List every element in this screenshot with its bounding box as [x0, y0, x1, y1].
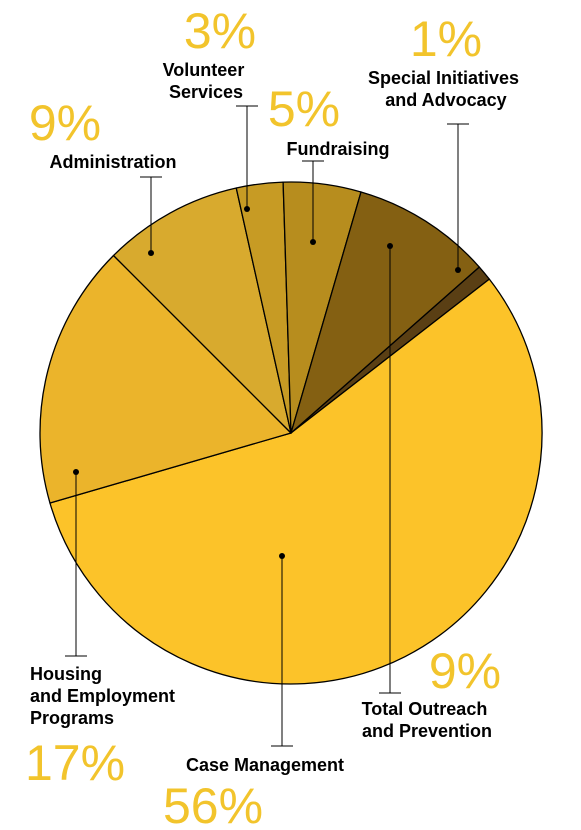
pie-slice-total-outreach — [290, 191, 480, 434]
leader-dot-fundraising — [310, 239, 316, 245]
pct-label-case-management: 56% — [163, 778, 263, 830]
label-housing: Housing and Employment Programs — [30, 664, 180, 728]
label-administration: Administration — [49, 152, 176, 172]
pct-label-total-outreach: 9% — [429, 643, 501, 699]
leader-dot-special-initiatives — [455, 267, 461, 273]
leader-lines — [65, 105, 469, 747]
leader-dot-case-management — [279, 553, 285, 559]
label-case-management: Case Management — [186, 755, 344, 775]
pie-slice-case-management — [49, 278, 543, 685]
leader-dot-housing — [73, 469, 79, 475]
pie-slices — [39, 181, 543, 685]
leader-dot-administration — [148, 250, 154, 256]
label-volunteer-services: Volunteer Services — [163, 60, 250, 102]
pct-label-housing: 17% — [25, 735, 125, 791]
label-special-initiatives: Special Initiatives and Advocacy — [368, 68, 524, 110]
label-fundraising: Fundraising — [287, 139, 390, 159]
leader-dot-total-outreach — [387, 243, 393, 249]
leader-dot-volunteer-services — [244, 206, 250, 212]
pct-label-special-initiatives: 1% — [410, 11, 482, 67]
pie-slice-housing — [39, 254, 292, 504]
pct-label-administration: 9% — [29, 95, 101, 151]
label-total-outreach: Total Outreach and Prevention — [362, 699, 493, 741]
pct-label-fundraising: 5% — [268, 81, 340, 137]
pct-label-volunteer-services: 3% — [184, 3, 256, 59]
pie-slice-administration — [112, 187, 292, 434]
